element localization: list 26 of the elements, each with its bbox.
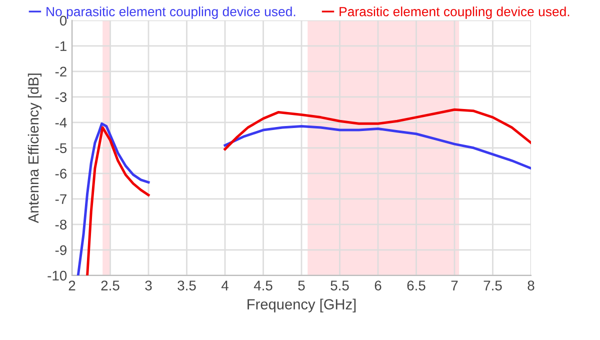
- x-tick-label: 2.5: [101, 280, 120, 290]
- x-tick-label: 7: [451, 280, 458, 290]
- legend-label: Parasitic element coupling device used.: [340, 6, 570, 19]
- y-tick-label: -5: [55, 143, 67, 154]
- y-tick-label: -1: [55, 41, 66, 51]
- y-tick-label: -10: [48, 270, 67, 281]
- x-tick-label: 8: [528, 280, 534, 290]
- x-tick-label: 3: [145, 280, 152, 290]
- x-tick-label: 3.5: [178, 280, 196, 290]
- x-tick-label: 7.5: [484, 280, 502, 290]
- y-tick-label: -3: [55, 92, 67, 102]
- y-tick-label: -7: [55, 194, 66, 204]
- x-tick-label: 4: [221, 280, 228, 290]
- y-axis-title: Antenna Efficiency [dB]: [28, 74, 42, 224]
- y-tick-label: -8: [55, 220, 67, 230]
- x-tick-label: 6: [374, 280, 382, 290]
- y-tick-label: -4: [55, 118, 67, 128]
- x-tick-label: 6.5: [407, 280, 426, 290]
- x-tick-label: 2: [68, 280, 76, 290]
- x-tick-label: 4.5: [254, 280, 272, 290]
- x-tick-label: 5.5: [330, 280, 349, 290]
- x-tick-label: 5: [298, 280, 305, 290]
- y-tick-label: -9: [55, 245, 66, 256]
- y-tick-label: -6: [55, 168, 67, 179]
- y-tick-label: -2: [55, 66, 66, 76]
- x-axis-title: Frequency [GHz]: [248, 298, 356, 312]
